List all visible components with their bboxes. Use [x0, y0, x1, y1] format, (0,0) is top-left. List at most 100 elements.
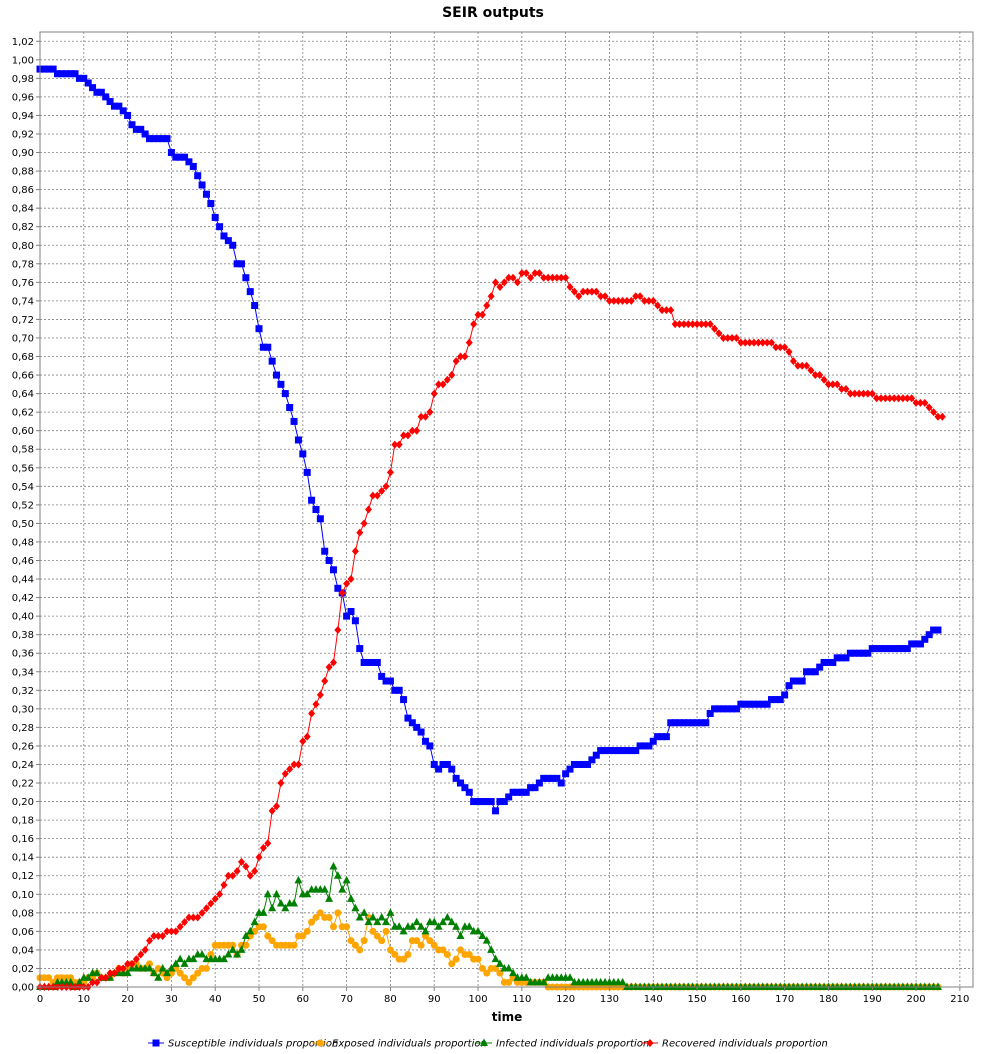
series-point [115, 964, 123, 973]
series-point [356, 946, 364, 954]
x-tick-label: 50 [253, 994, 266, 1005]
series-point [702, 320, 710, 329]
series-point [281, 390, 289, 398]
series-point [592, 287, 600, 296]
series-point [443, 912, 452, 921]
series-point [365, 505, 373, 514]
series-point [299, 737, 307, 746]
series-point [886, 645, 894, 653]
series-point [378, 486, 386, 495]
series-point [233, 867, 241, 876]
series-point [562, 273, 570, 282]
series-point [491, 954, 500, 963]
series-point [49, 65, 57, 73]
series-point [452, 955, 460, 963]
series-point [890, 394, 898, 403]
series-point [912, 640, 920, 648]
series-point [457, 946, 465, 954]
series-point [338, 588, 346, 597]
series-point [474, 798, 482, 806]
series-point [119, 107, 127, 115]
series-point [360, 658, 368, 666]
series-point [855, 389, 863, 398]
series-point [544, 774, 552, 782]
series-point [816, 371, 824, 380]
series-point [128, 959, 136, 968]
series-point [145, 963, 154, 972]
y-tick-label: 1,00 [12, 55, 34, 66]
x-axis-ticks: 0 10 20 30 40 50 60 70 80 90 100 110 120 130 140 150 160… [37, 987, 969, 1005]
series-point [719, 333, 727, 342]
series-point [356, 528, 364, 537]
series-point [456, 931, 465, 940]
series-point [185, 158, 193, 166]
series-point [246, 926, 255, 935]
y-tick-label: 0,56 [12, 463, 34, 474]
series-point [763, 338, 771, 347]
series-point [522, 788, 530, 796]
series-point [921, 635, 929, 643]
series-point [868, 645, 876, 653]
series-point [351, 903, 360, 912]
y-tick-label: 0,84 [12, 204, 34, 215]
series-point [474, 926, 483, 935]
series-point [272, 889, 281, 898]
series-point [496, 282, 504, 291]
series-point [316, 909, 324, 917]
series-point [895, 394, 903, 403]
series-point [601, 292, 609, 301]
y-tick-label: 0,64 [12, 389, 34, 400]
series-point [386, 946, 394, 954]
series-point [312, 913, 320, 921]
series-point [842, 654, 850, 662]
series-point [219, 954, 228, 963]
series-point [938, 412, 946, 421]
series-point [737, 338, 745, 347]
series-point [645, 742, 653, 750]
series-point [189, 913, 197, 922]
y-tick-label: 0,06 [12, 927, 34, 938]
series-point [522, 269, 530, 278]
x-tick-label: 190 [863, 994, 882, 1005]
series-point [373, 917, 382, 926]
y-tick-label: 0,86 [12, 185, 34, 196]
series-point [855, 649, 863, 657]
x-tick-label: 140 [644, 994, 663, 1005]
series-point [509, 968, 518, 977]
series-point [369, 658, 377, 666]
series-point [224, 950, 233, 958]
series-point [448, 765, 456, 773]
series-point [378, 672, 386, 680]
x-tick-label: 110 [512, 994, 531, 1005]
series-point [356, 645, 364, 653]
series-point [224, 871, 232, 880]
series-point [207, 899, 215, 908]
series-point [465, 338, 473, 347]
series-point [452, 774, 460, 782]
series-point [794, 677, 802, 685]
series-point [167, 149, 175, 157]
y-tick-label: 0,82 [12, 222, 34, 233]
series-point [654, 301, 662, 310]
series-point [115, 102, 123, 110]
series-point [259, 843, 267, 852]
series-point [75, 977, 84, 986]
legend-item: Susceptible individuals proportion [148, 1039, 338, 1050]
series-point [873, 394, 881, 403]
series-point [172, 153, 180, 161]
series-point [163, 968, 172, 977]
series-point [492, 807, 500, 815]
series-point [842, 384, 850, 393]
series-point [527, 784, 535, 792]
series-point [566, 765, 574, 773]
series-point [933, 982, 942, 990]
series-point [281, 769, 289, 778]
series-point [439, 380, 447, 389]
series-point [89, 84, 97, 92]
series-point [377, 912, 386, 921]
series-point [833, 654, 841, 662]
series-point [264, 343, 272, 351]
series-point [373, 658, 381, 666]
series-point [194, 913, 202, 922]
